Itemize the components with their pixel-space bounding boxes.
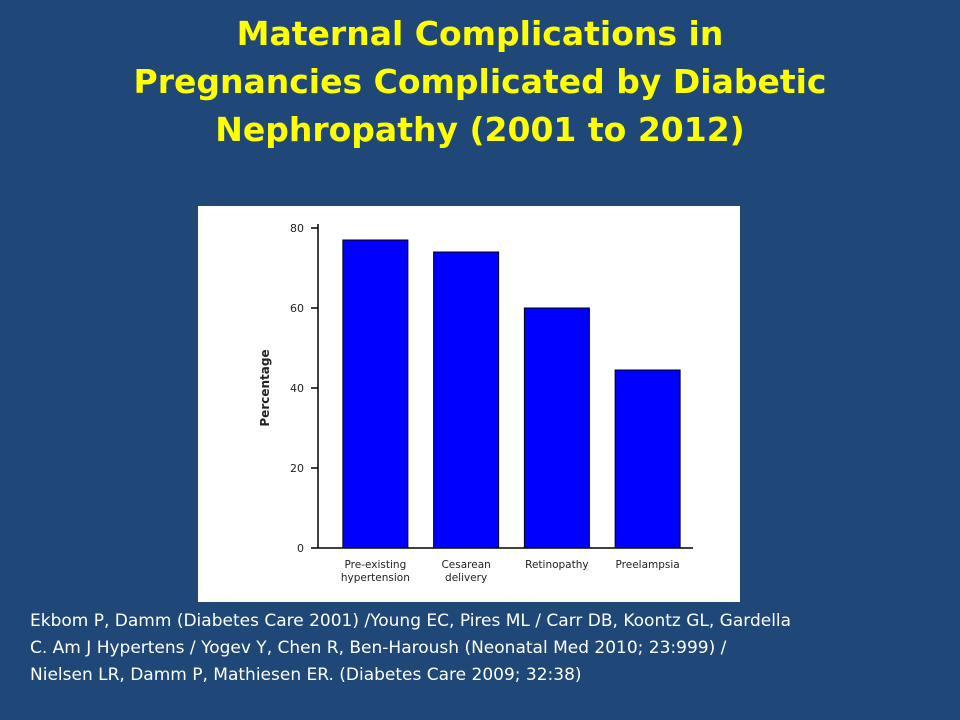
x-tick-label-line: Retinopathy	[525, 559, 588, 571]
y-tick-label-4: 80	[290, 222, 304, 235]
chart-panel: 0 20 40 60 80 Percentage Pre-existing hypertens…	[198, 206, 740, 602]
x-tick-label-3: Preelampsia	[616, 559, 680, 571]
bar-1	[433, 251, 500, 549]
x-tick-label-line: delivery	[445, 572, 487, 584]
x-tick-label-line: hypertension	[341, 572, 410, 584]
x-tick-label-1: Cesarean delivery	[441, 559, 490, 584]
x-tick-label-line: Pre-existing	[345, 559, 407, 571]
citation-line-2: C. Am J Hypertens / Yogev Y, Chen R, Ben…	[30, 638, 727, 658]
y-tick-label-1: 20	[290, 462, 304, 475]
slide-title-line-2: Pregnancies Complicated by Diabetic	[133, 62, 827, 101]
y-axis-label: Percentage	[258, 349, 272, 426]
x-tick-label-line: Cesarean	[441, 559, 490, 571]
bar-chart: 0 20 40 60 80 Percentage Pre-existing hypertens…	[258, 222, 693, 584]
x-tick-label-2: Retinopathy	[525, 559, 588, 571]
y-tick-label-3: 60	[290, 302, 304, 315]
slide-title-line-3: Nephropathy (2001 to 2012)	[215, 110, 745, 149]
bar-3	[614, 369, 681, 549]
citation-line-3: Nielsen LR, Damm P, Mathiesen ER. (Diabe…	[30, 665, 582, 685]
citation: Ekbom P, Damm (Diabetes Care 2001) /Youn…	[30, 608, 930, 689]
bar-0	[342, 239, 409, 549]
citation-line-1: Ekbom P, Damm (Diabetes Care 2001) /Youn…	[30, 611, 792, 631]
y-tick-label-0: 0	[297, 542, 304, 555]
slide-title-line-1: Maternal Complications in	[236, 14, 724, 53]
bar-2	[523, 307, 590, 549]
x-tick-label-line: Preelampsia	[616, 559, 680, 571]
y-tick-label-2: 40	[290, 382, 304, 395]
x-tick-label-0: Pre-existing hypertension	[341, 559, 410, 584]
slide-title: Maternal Complications in Pregnancies Co…	[0, 10, 960, 154]
